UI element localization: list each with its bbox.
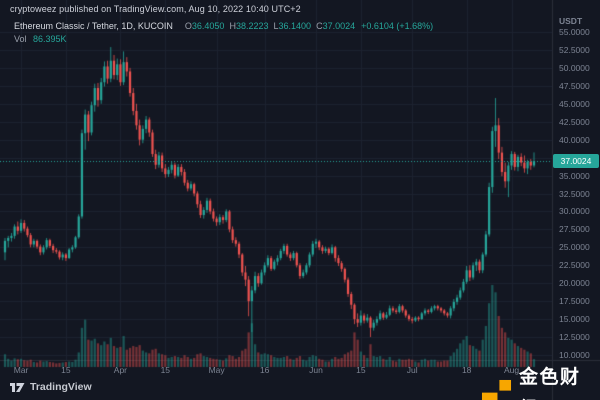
high-label: H (229, 21, 236, 31)
price-tick-label: 50.0000 (559, 62, 590, 73)
time-tick-label: 18 (461, 365, 472, 375)
jinse-watermark-text: 金色财经 (519, 367, 581, 400)
time-tick-label: Apr (113, 365, 128, 375)
price-tick-label: 45.0000 (559, 98, 590, 109)
attribution-text: cryptoweez published on TradingView.com,… (10, 4, 301, 14)
last-price-badge: 37.0024 (553, 154, 599, 169)
time-tick-label: Jul (406, 365, 418, 375)
price-tick-label: 32.5000 (559, 188, 590, 199)
price-tick-label: 52.5000 (559, 44, 590, 55)
time-tick-label: 15 (61, 365, 71, 375)
price-tick-label: 42.5000 (559, 116, 590, 127)
volume-value: 86.395K (33, 34, 67, 44)
jinse-gold-icon (481, 379, 512, 400)
price-tick-label: 17.5000 (559, 296, 590, 307)
open-value: 36.4050 (191, 21, 225, 31)
price-tick-label: 27.5000 (559, 224, 590, 235)
volume-label: Vol (14, 34, 27, 44)
time-tick-label: Aug (503, 365, 520, 375)
price-tick-label: 30.0000 (559, 206, 590, 217)
price-tick-label: 12.5000 (559, 332, 590, 343)
price-tick-label: 22.5000 (559, 260, 590, 271)
time-tick-label: Jun (309, 365, 323, 375)
price-tick-label: 40.0000 (559, 134, 590, 145)
tradingview-label: TradingView (30, 381, 92, 393)
open-label: O (184, 21, 192, 31)
price-tick-label: 15.0000 (559, 314, 590, 325)
low-value: 36.1400 (278, 21, 312, 31)
price-tick-label: 10.0000 (559, 350, 590, 360)
symbol-title: Ethereum Classic / Tether, 1D, KUCOIN (14, 21, 173, 31)
close-label: C (316, 21, 323, 31)
tradingview-logo[interactable]: TradingView (10, 381, 92, 393)
price-tick-label: 55.0000 (559, 27, 590, 37)
price-change: +0.6104 (+1.68%) (361, 21, 434, 31)
tradingview-mark-icon (10, 382, 25, 393)
time-tick-label: 15 (160, 365, 171, 375)
low-label: L (273, 21, 279, 31)
time-tick-label: 15 (356, 365, 366, 375)
price-tick-label: 35.0000 (559, 170, 590, 181)
time-tick-label: May (208, 365, 225, 375)
price-tick-label: 25.0000 (559, 242, 590, 253)
price-axis-unit: USDT (559, 16, 583, 26)
time-tick-label: 16 (259, 365, 270, 375)
close-value: 37.0024 (322, 21, 356, 31)
price-tick-label: 20.0000 (559, 278, 590, 289)
time-tick-label: Mar (13, 365, 29, 375)
jinse-watermark: 金色财经 (481, 362, 600, 400)
symbol-info-row: Ethereum Classic / Tether, 1D, KUCOIN O36… (14, 21, 433, 31)
volume-row: Vol 86.395K (14, 34, 67, 44)
high-value: 38.2223 (235, 21, 269, 31)
price-tick-label: 47.5000 (559, 80, 590, 91)
